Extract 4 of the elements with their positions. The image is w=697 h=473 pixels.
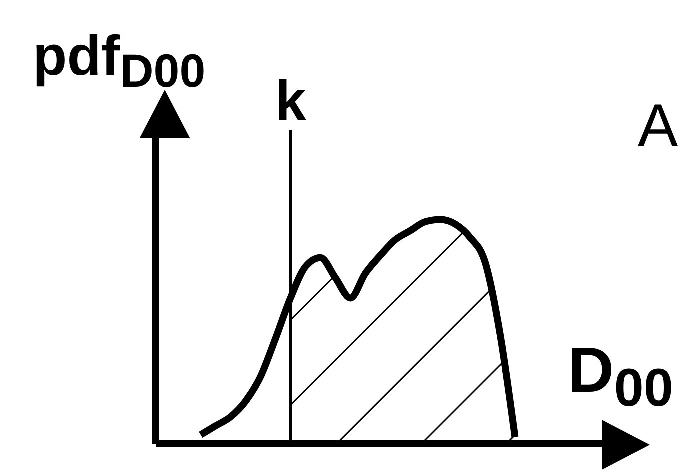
- x-axis-title: D$_{00}$: [568, 334, 674, 418]
- text: k: [275, 69, 308, 132]
- text: A: [638, 92, 678, 159]
- y-axis-title: pdf$_{D00}$: [33, 24, 206, 98]
